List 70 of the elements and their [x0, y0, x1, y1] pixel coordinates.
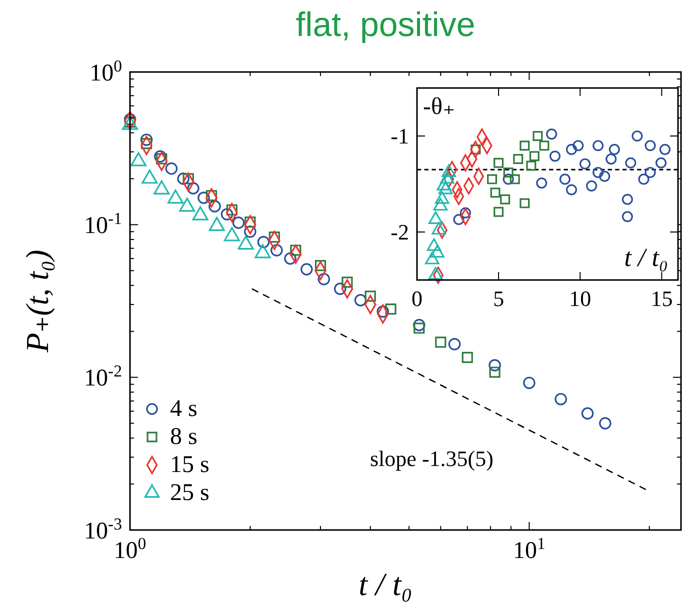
point — [580, 158, 591, 170]
x-tick-label: 15 — [650, 286, 673, 311]
y-tick-label: 10$^{0}$ — [90, 56, 122, 86]
point — [529, 151, 540, 162]
legend-label: 15 s — [170, 452, 210, 478]
point — [494, 206, 504, 217]
point — [500, 194, 510, 204]
point — [539, 140, 550, 151]
annotation: slope -1.35(5) — [370, 446, 494, 471]
point — [487, 174, 498, 184]
point — [644, 166, 656, 178]
y-axis-title: -θ₊ — [423, 94, 456, 120]
point — [592, 166, 604, 178]
point — [425, 252, 440, 264]
point — [566, 184, 577, 196]
x-tick-label: 10 — [569, 286, 592, 311]
point — [430, 244, 444, 258]
point — [520, 140, 530, 151]
point — [513, 154, 524, 164]
point — [572, 140, 584, 152]
point — [656, 157, 667, 168]
legend-label: 4 s — [170, 396, 198, 422]
point — [526, 160, 536, 171]
point — [625, 157, 636, 168]
point — [438, 182, 453, 194]
legend-label: 8 s — [170, 424, 198, 450]
x-axis-title: t / t₀ — [624, 243, 668, 272]
point — [532, 131, 543, 141]
point — [622, 194, 633, 205]
point — [433, 198, 448, 211]
y-tick-label: -2 — [390, 220, 409, 245]
point — [608, 144, 620, 155]
point — [432, 222, 446, 235]
point — [494, 158, 504, 168]
y-axis-title: P₊(t, t₀) — [19, 250, 55, 354]
point — [434, 191, 450, 204]
x-tick-label: 10$^{1}$ — [513, 534, 546, 564]
point — [638, 174, 650, 185]
point — [622, 211, 633, 222]
point — [546, 128, 558, 140]
point — [659, 144, 670, 155]
point — [510, 174, 520, 184]
point — [549, 150, 561, 162]
point — [632, 130, 643, 142]
point — [586, 180, 598, 192]
chart-title: flat, positive — [296, 6, 476, 44]
point — [428, 267, 443, 280]
x-tick-label: 5 — [493, 286, 504, 311]
point — [440, 171, 454, 184]
legend-label: 25 s — [170, 480, 210, 506]
point — [536, 178, 548, 189]
y-tick-label: -1 — [390, 124, 409, 149]
y-tick-label: 10$^{-2}$ — [84, 361, 122, 392]
x-tick-label: 0 — [412, 286, 422, 311]
point — [453, 214, 464, 226]
x-axis-title: t / t₀ — [358, 566, 412, 602]
point — [606, 154, 617, 165]
point — [426, 238, 442, 251]
point — [566, 144, 577, 155]
point — [520, 198, 530, 208]
point — [503, 167, 514, 178]
point — [559, 174, 570, 185]
point — [490, 188, 500, 198]
point — [644, 140, 656, 152]
point — [460, 207, 471, 218]
y-tick-label: 10$^{-1}$ — [84, 208, 122, 240]
point — [592, 140, 604, 152]
point — [502, 174, 514, 185]
point — [599, 170, 610, 182]
point — [428, 211, 443, 224]
